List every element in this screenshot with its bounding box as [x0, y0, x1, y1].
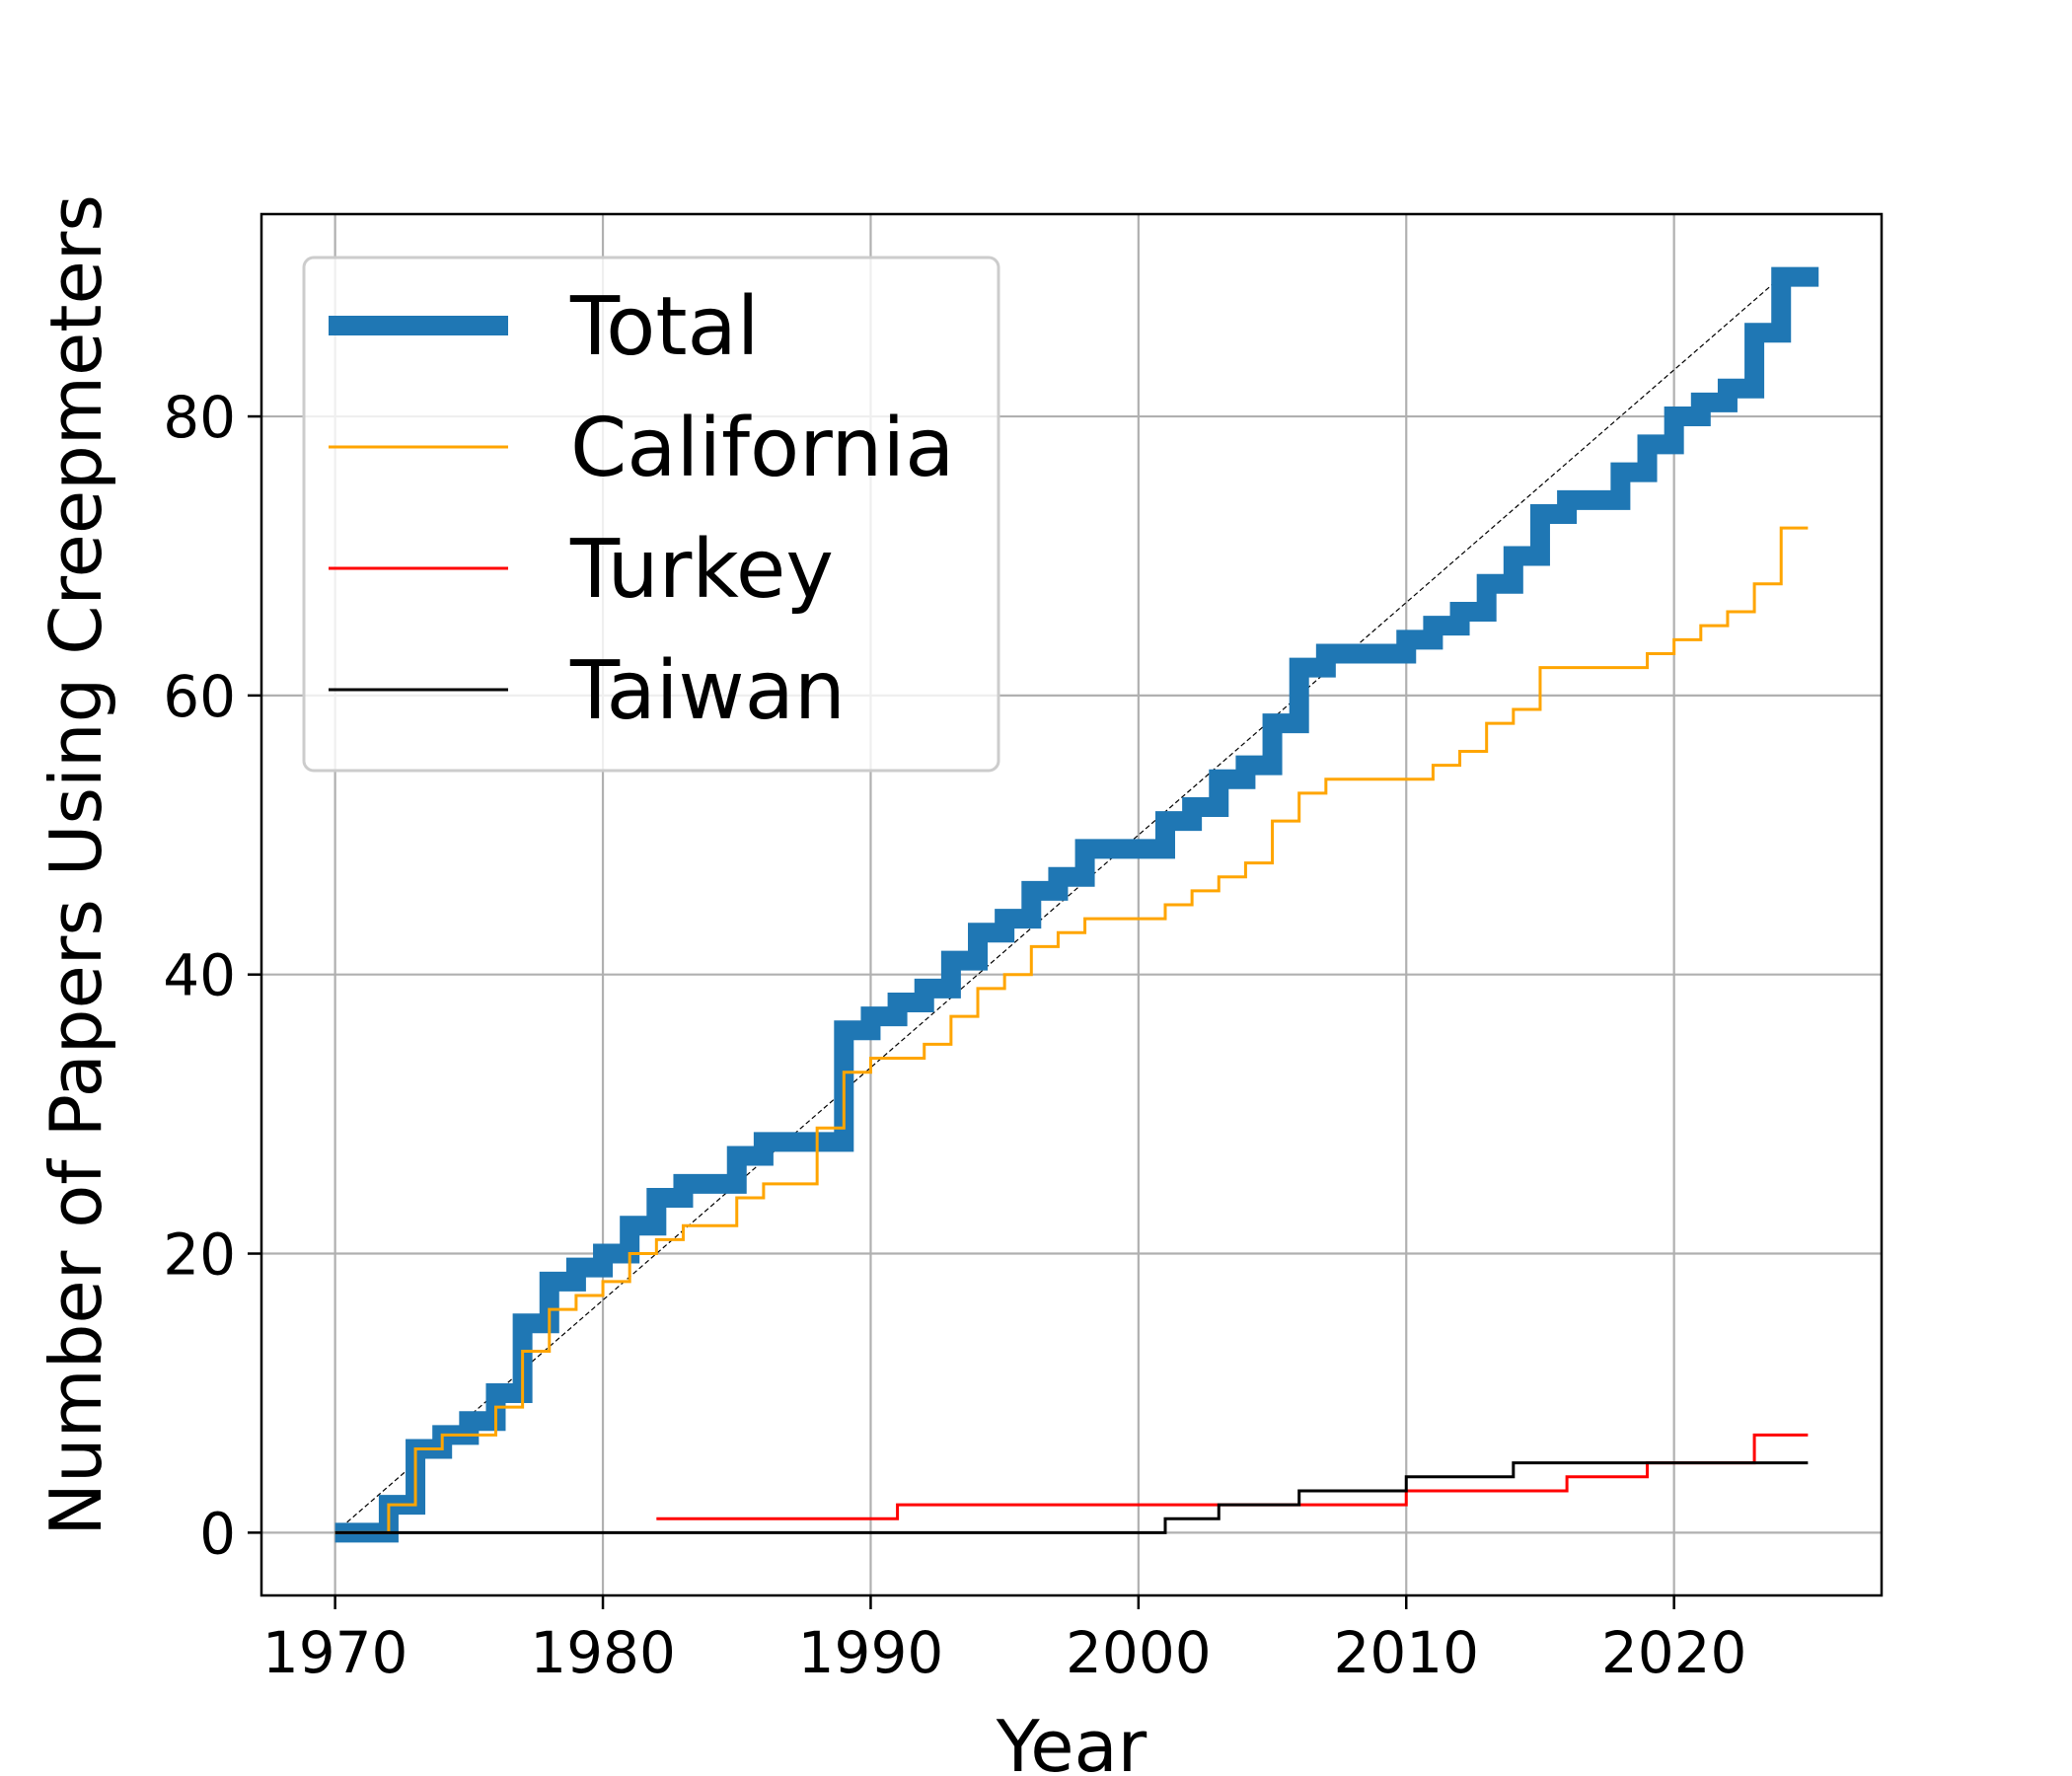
y-tick-label: 40 — [163, 942, 236, 1009]
legend-label-taiwan: Taiwan — [569, 644, 846, 738]
legend-label-total: Total — [569, 280, 760, 374]
x-tick-label: 1980 — [530, 1619, 676, 1686]
x-tick-label: 1990 — [798, 1619, 944, 1686]
y-tick-label: 20 — [163, 1221, 236, 1289]
legend-label-california: California — [570, 402, 954, 495]
y-tick-label: 80 — [163, 384, 236, 451]
legend-label-turkey: Turkey — [569, 523, 834, 617]
x-axis-label: Year — [996, 1705, 1147, 1776]
x-tick-label: 1970 — [262, 1619, 408, 1686]
x-tick-label: 2020 — [1601, 1619, 1747, 1686]
x-tick-label: 2010 — [1333, 1619, 1479, 1686]
legend: Total California Turkey Taiwan — [304, 258, 999, 771]
x-tick-label: 2000 — [1066, 1619, 1212, 1686]
y-axis-label: Number of Papers Using Creepmeters — [35, 194, 117, 1536]
y-tick-label: 60 — [163, 663, 236, 730]
y-tick-label: 0 — [199, 1500, 236, 1567]
